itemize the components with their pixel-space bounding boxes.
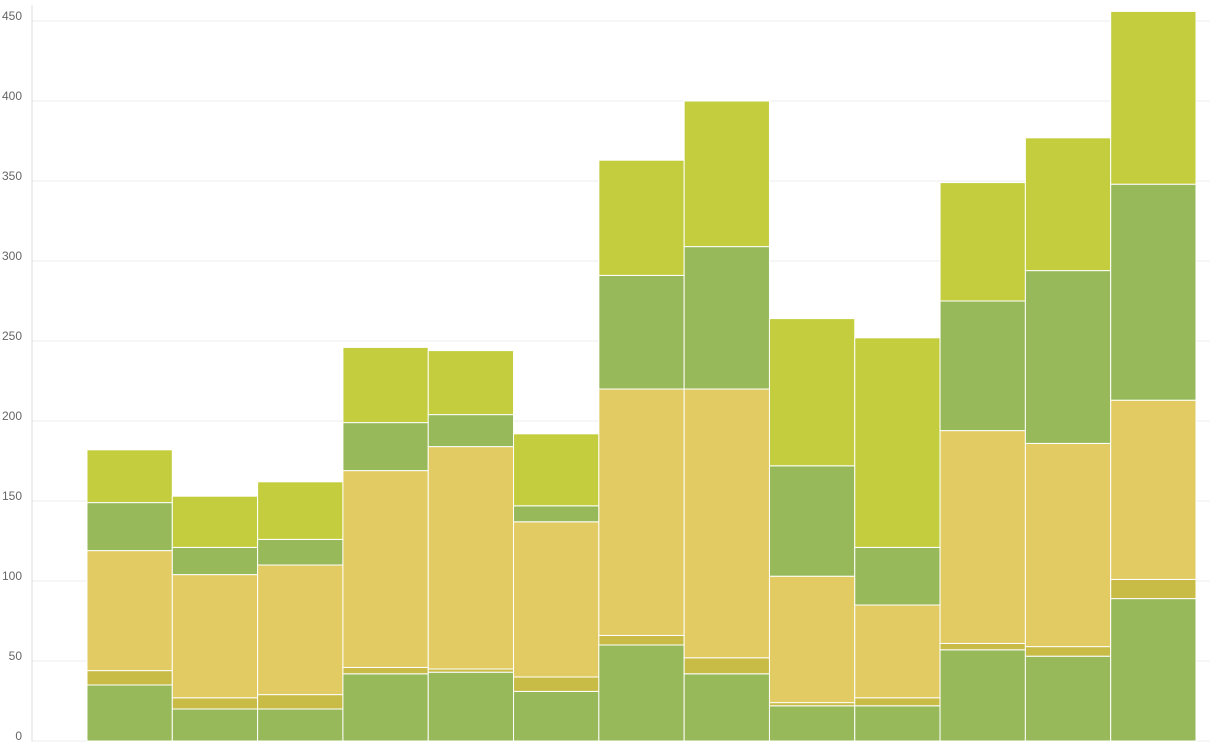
bar-segment bbox=[683, 673, 770, 742]
bar-segment bbox=[1110, 598, 1197, 742]
bar-segment bbox=[342, 666, 429, 675]
bar-segment bbox=[171, 697, 259, 710]
bar-segment bbox=[1110, 399, 1197, 580]
bar-segment bbox=[1024, 655, 1112, 742]
bar-segment bbox=[598, 634, 685, 646]
bar-segment bbox=[1110, 183, 1197, 401]
bar-segment bbox=[342, 470, 429, 668]
bar-segment bbox=[513, 521, 600, 678]
bar-segment bbox=[86, 550, 173, 672]
bar-segment bbox=[86, 502, 173, 552]
y-tick-label: 150 bbox=[2, 489, 22, 503]
bar-segment bbox=[427, 446, 515, 670]
bar-segment bbox=[854, 697, 941, 707]
bar-segment bbox=[257, 538, 344, 566]
bar-segment bbox=[86, 449, 173, 504]
bar-segment bbox=[854, 546, 941, 606]
bar-segment bbox=[854, 604, 941, 699]
bar-segment bbox=[513, 505, 600, 523]
bar-segment bbox=[513, 676, 600, 692]
bar-segment bbox=[939, 300, 1026, 432]
bar-segment bbox=[768, 465, 856, 577]
bar-segment bbox=[427, 671, 515, 742]
bar-segment bbox=[427, 350, 515, 416]
y-tick-label: 200 bbox=[2, 409, 22, 423]
bar-segment bbox=[86, 684, 173, 742]
bar-segment bbox=[939, 642, 1026, 651]
bar-segment bbox=[939, 649, 1026, 742]
bar-segment bbox=[598, 388, 685, 636]
bar-segment bbox=[768, 318, 856, 467]
bar-segment bbox=[683, 657, 770, 675]
bar-segment bbox=[342, 346, 429, 424]
bar-segment bbox=[1110, 578, 1197, 600]
bar-segment bbox=[598, 644, 685, 742]
y-tick-label: 250 bbox=[2, 329, 22, 343]
bar-segment bbox=[171, 708, 259, 742]
bar-segment bbox=[683, 388, 770, 659]
bar-segment bbox=[854, 705, 941, 742]
bar-segment bbox=[939, 182, 1026, 302]
bar-segment bbox=[257, 708, 344, 742]
bar-segment bbox=[257, 481, 344, 540]
y-tick-label: 0 bbox=[15, 729, 22, 743]
y-tick-label: 400 bbox=[2, 89, 22, 103]
bar-segment bbox=[427, 414, 515, 448]
y-tick-label: 300 bbox=[2, 249, 22, 263]
bar-segment bbox=[768, 575, 856, 704]
bar-segment bbox=[171, 574, 259, 699]
bar-segment bbox=[939, 430, 1026, 644]
bar-segment bbox=[171, 546, 259, 576]
bar-segment bbox=[171, 495, 259, 548]
bar-segment bbox=[1024, 442, 1112, 648]
bar-segment bbox=[342, 673, 429, 742]
y-tick-label: 350 bbox=[2, 169, 22, 183]
bar-segment bbox=[683, 100, 770, 248]
bar-segment bbox=[1024, 646, 1112, 657]
bar-segment bbox=[1024, 137, 1112, 272]
bar-segment bbox=[854, 337, 941, 548]
bar-segment bbox=[598, 159, 685, 276]
bar-segment bbox=[257, 564, 344, 696]
bar-segment bbox=[1024, 270, 1112, 444]
bar-segment bbox=[1110, 10, 1197, 185]
bar-segment bbox=[513, 690, 600, 742]
bar-segment bbox=[257, 694, 344, 710]
bar-segment bbox=[342, 422, 429, 472]
bar-segment bbox=[513, 433, 600, 507]
bar-segment bbox=[768, 705, 856, 742]
y-tick-label: 50 bbox=[9, 649, 23, 663]
bar-segment bbox=[598, 274, 685, 390]
y-tick-label: 100 bbox=[2, 569, 22, 583]
bar-segment bbox=[86, 670, 173, 686]
bar-segment bbox=[683, 246, 770, 390]
y-tick-label: 450 bbox=[2, 9, 22, 23]
